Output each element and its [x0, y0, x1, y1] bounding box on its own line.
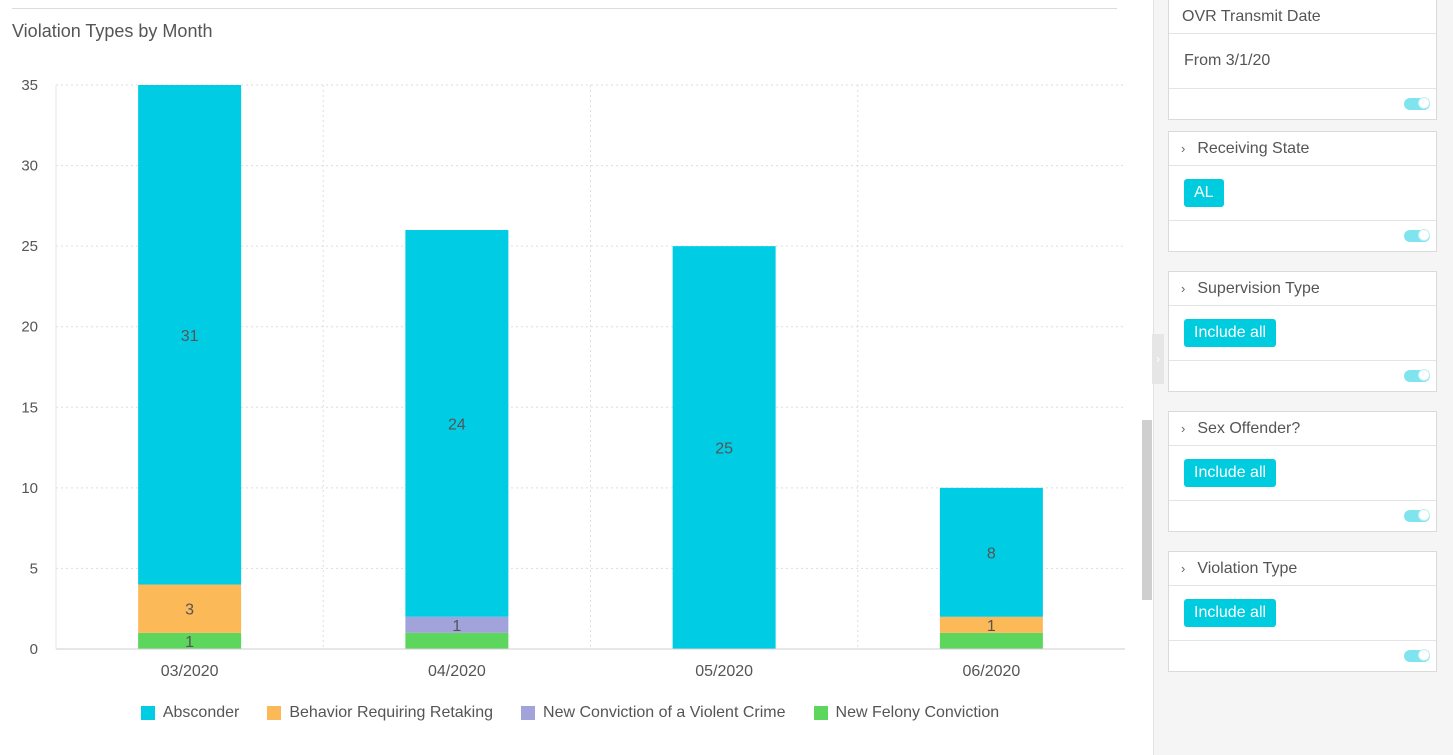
chevron-right-icon: ›: [1156, 352, 1160, 366]
chevron-right-icon: ›: [1181, 281, 1186, 296]
legend-item-behavior-requiring-retaking[interactable]: Behavior Requiring Retaking: [267, 704, 493, 722]
filter-footer: [1169, 641, 1436, 671]
filter-title: OVR Transmit Date: [1182, 7, 1321, 25]
legend-swatch: [813, 706, 828, 720]
filter-title: Supervision Type: [1197, 279, 1320, 297]
bar-segment: [405, 616, 509, 633]
filter-chip[interactable]: Include all: [1184, 319, 1277, 347]
x-tick-label: 04/2020: [428, 663, 486, 680]
y-tick-label: 0: [30, 641, 38, 658]
filter-footer: [1169, 89, 1436, 119]
filter-header[interactable]: › Sex Offender?: [1169, 412, 1436, 446]
filter-header[interactable]: › Supervision Type: [1169, 272, 1436, 306]
filter-footer: [1169, 501, 1436, 531]
chart-scrollbar-thumb[interactable]: [1142, 420, 1152, 600]
legend-item-absconder[interactable]: Absconder: [140, 704, 240, 722]
filter-title: Receiving State: [1197, 139, 1310, 157]
x-tick-label: 03/2020: [161, 663, 219, 680]
filter-footer: [1169, 361, 1436, 391]
data-label: 1: [452, 618, 461, 635]
filter-title: Violation Type: [1197, 559, 1298, 577]
filter-value-area[interactable]: From 3/1/20: [1169, 34, 1436, 89]
y-tick-label: 10: [21, 480, 38, 497]
y-tick-label: 15: [21, 399, 38, 416]
legend-swatch: [140, 706, 155, 720]
data-label: 1: [185, 634, 194, 651]
filter-value-area[interactable]: AL: [1169, 166, 1436, 221]
chart-top-divider: [12, 8, 1117, 9]
toggle-switch-icon[interactable]: [1404, 97, 1430, 110]
data-label: 25: [715, 441, 733, 458]
toggle-switch-icon[interactable]: [1404, 509, 1430, 522]
legend-item-new-conviction-violent-crime[interactable]: New Conviction of a Violent Crime: [521, 704, 786, 722]
data-label: 8: [987, 545, 996, 562]
chart-plot: 0 5 10 15 20 25 30 35 1 3 31 03/2020 1 24 04/2020 25 05/…: [21, 77, 1125, 680]
chevron-right-icon: ›: [1181, 561, 1186, 576]
data-label: 31: [181, 328, 199, 345]
legend-label: Behavior Requiring Retaking: [289, 704, 494, 721]
y-tick-label: 30: [21, 158, 38, 175]
filter-card-supervision-type: › Supervision Type Include all: [1168, 271, 1437, 392]
filter-header[interactable]: › Receiving State: [1169, 132, 1436, 166]
chart-legend: Absconder Behavior Requiring Retaking Ne…: [0, 704, 1140, 722]
filter-header[interactable]: › Violation Type: [1169, 552, 1436, 586]
data-label: 1: [987, 618, 996, 635]
filter-chip[interactable]: Include all: [1184, 459, 1277, 487]
y-tick-label: 25: [21, 238, 38, 255]
bar-segment: [138, 584, 242, 633]
filter-value-area[interactable]: Include all: [1169, 586, 1436, 641]
legend-swatch: [521, 706, 536, 720]
filter-value-area[interactable]: Include all: [1169, 446, 1436, 501]
filter-card-receiving-state: › Receiving State AL: [1168, 131, 1437, 252]
chevron-right-icon: ›: [1181, 141, 1186, 156]
toggle-switch-icon[interactable]: [1404, 229, 1430, 242]
filter-title: Sex Offender?: [1197, 419, 1301, 437]
toggle-switch-icon[interactable]: [1404, 649, 1430, 662]
filter-header[interactable]: OVR Transmit Date: [1169, 0, 1436, 34]
bar-segment: [138, 85, 242, 585]
filter-card-sex-offender: › Sex Offender? Include all: [1168, 411, 1437, 532]
filter-footer: [1169, 221, 1436, 251]
collapse-panel-handle[interactable]: ›: [1152, 334, 1164, 384]
data-label: 24: [448, 416, 466, 433]
bar-segment: [405, 632, 509, 649]
x-tick-label: 06/2020: [962, 663, 1020, 680]
toggle-switch-icon[interactable]: [1404, 369, 1430, 382]
x-tick-label: 05/2020: [695, 663, 753, 680]
filter-chip[interactable]: Include all: [1184, 599, 1277, 627]
chart-panel: Violation Types by Month 0 5 10 15 20 25 30 35 1…: [0, 8, 1140, 722]
y-tick-label: 5: [30, 560, 38, 577]
filter-chip[interactable]: AL: [1184, 179, 1224, 207]
chart-title: Violation Types by Month: [12, 21, 213, 41]
y-tick-label: 20: [21, 319, 38, 336]
legend-label: Absconder: [162, 704, 240, 721]
bar-segment: [405, 230, 509, 617]
bar-segment: [939, 487, 1043, 617]
filter-value: From 3/1/20: [1184, 52, 1271, 69]
bar-segment: [939, 616, 1043, 633]
filter-card-transmit-date: OVR Transmit Date From 3/1/20: [1168, 0, 1437, 120]
bar-segment: [939, 632, 1043, 649]
y-tick-label: 35: [21, 77, 38, 94]
data-label: 3: [185, 602, 194, 619]
legend-label: New Felony Conviction: [835, 704, 1000, 721]
bar-segment: [672, 246, 776, 649]
filter-card-violation-type: › Violation Type Include all: [1168, 551, 1437, 672]
legend-swatch: [267, 706, 282, 720]
bar-segment: [138, 632, 242, 649]
legend-item-new-felony-conviction[interactable]: New Felony Conviction: [813, 704, 1000, 722]
chevron-right-icon: ›: [1181, 421, 1186, 436]
filter-value-area[interactable]: Include all: [1169, 306, 1436, 361]
legend-label: New Conviction of a Violent Crime: [543, 704, 786, 721]
